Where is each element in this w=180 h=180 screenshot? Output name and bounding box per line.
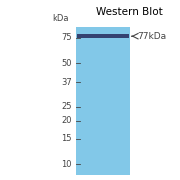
Text: 37: 37 (61, 78, 72, 87)
Text: 25: 25 (62, 102, 72, 111)
Text: 15: 15 (62, 134, 72, 143)
Text: kDa: kDa (52, 14, 68, 23)
Text: Western Blot: Western Blot (96, 7, 163, 17)
Text: 77kDa: 77kDa (137, 32, 166, 41)
Bar (76, 34, 129, 39)
Text: 20: 20 (62, 116, 72, 125)
Text: 50: 50 (62, 59, 72, 68)
Text: 75: 75 (61, 33, 72, 42)
Text: 10: 10 (62, 160, 72, 169)
